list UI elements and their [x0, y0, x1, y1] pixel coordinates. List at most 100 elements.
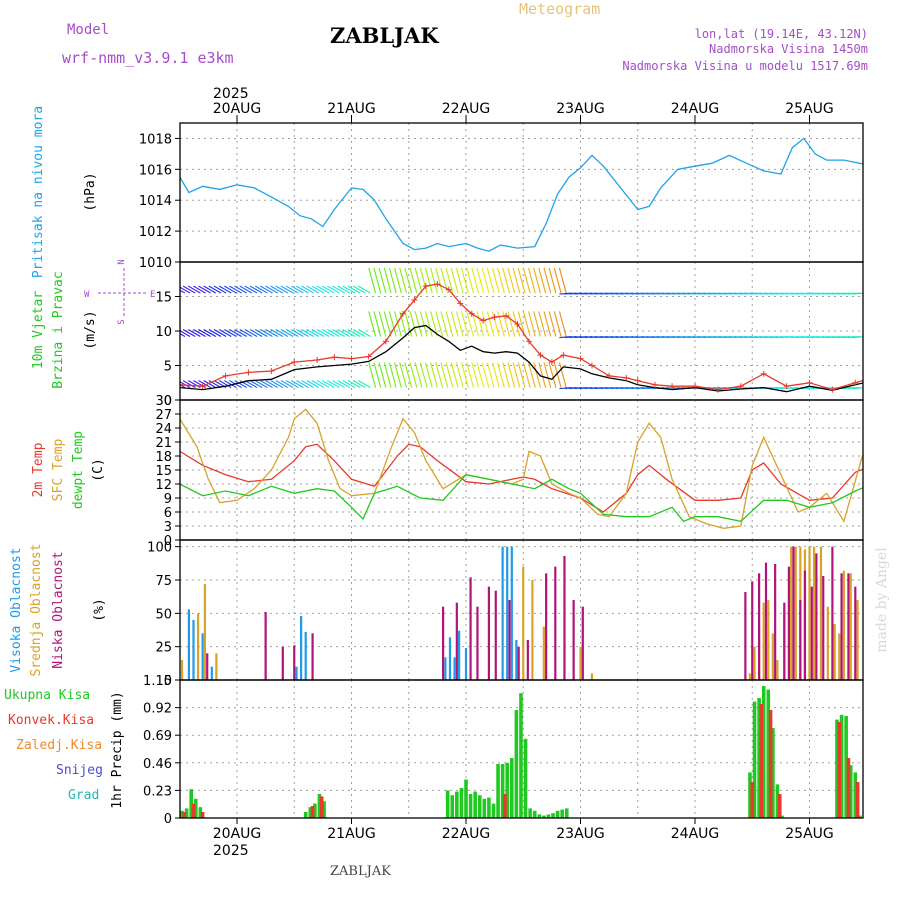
wind-barb [193, 285, 206, 294]
wind-barb [538, 267, 547, 294]
wind-barb [533, 362, 541, 388]
top-day-label: 20AUG [213, 101, 262, 117]
bar-ukupna-kisa [546, 814, 551, 818]
bar-konvek-kisa [768, 710, 773, 818]
bar-niska-oblacnost [554, 566, 557, 680]
bar-ukupna-kisa [766, 689, 771, 818]
wind-barb [187, 285, 201, 294]
wind-barb [430, 311, 438, 337]
wind-barb [180, 384, 186, 389]
wind-barb [285, 329, 299, 337]
bar-niska-oblacnost [787, 566, 790, 680]
bar-ukupna-kisa [775, 784, 780, 818]
bar-visoka-oblacnost [210, 666, 213, 680]
wind-barb [342, 285, 356, 294]
ytick-label: 0.46 [143, 757, 172, 772]
wind-barb [218, 329, 232, 337]
ytick-label: 15 [155, 291, 172, 306]
panel-precip: 0 0.23 0.46 0.69 0.92 1.15 [143, 674, 864, 827]
wind-barb [502, 362, 511, 388]
bar-ukupna-kisa [780, 815, 784, 818]
wind-barb [182, 380, 196, 389]
wind-barb [368, 311, 377, 337]
wind-barb [445, 362, 454, 388]
bar-srednja-oblacnost [196, 613, 200, 680]
ytick-label: 12 [155, 478, 172, 493]
bar-ukupna-kisa [468, 794, 473, 818]
wind-barb [548, 362, 557, 388]
wind-barb [301, 380, 314, 389]
bar-ukupna-kisa [537, 814, 542, 818]
wind-barb [435, 267, 444, 294]
bar-niska-oblacnost [758, 573, 761, 680]
wind-barb [522, 362, 531, 388]
wind-barb [182, 329, 196, 337]
wind-barb [486, 311, 495, 337]
temp-axis-title-3: dewpt Temp [71, 431, 86, 509]
wind-barb [543, 311, 552, 337]
bar-ukupna-kisa [477, 795, 482, 818]
wind-barb [265, 329, 278, 337]
top-day-label: 24AUG [671, 101, 720, 117]
wind-barb [357, 285, 371, 294]
panel-frame [179, 122, 864, 263]
temp-axis-title-1: 2m Temp [31, 442, 46, 497]
wind-barb [553, 267, 562, 294]
pressure-units: (hPa) [83, 172, 98, 211]
bar-srednja-oblacnost [842, 570, 845, 680]
bottom-day-label: 25AUG [785, 826, 834, 842]
bar-konvek-kisa [855, 782, 860, 818]
bar-ukupna-kisa [757, 698, 761, 818]
lonlat-label: lon,lat (19.14E, 43.12N) [695, 27, 868, 41]
bottom-day-label: 23AUG [556, 826, 605, 842]
wind-barb [409, 311, 418, 337]
bar-niska-oblacnost [764, 562, 768, 680]
wind-barb [301, 329, 314, 337]
bar-visoka-oblacnost [295, 666, 298, 680]
credit-watermark: made by Angel [874, 547, 890, 653]
series-dewpt-temp [180, 473, 863, 523]
ytick-label: 0 [164, 534, 172, 549]
bar-niska-oblacnost [442, 606, 445, 680]
wind-barb [332, 380, 345, 389]
bar-niska-oblacnost [803, 570, 807, 680]
wind-barb [254, 329, 268, 337]
wind-barb [342, 380, 356, 389]
bar-ukupna-kisa [505, 762, 510, 818]
ytick-label: 9 [164, 492, 172, 507]
bar-niska-oblacnost [264, 612, 267, 680]
ytick-label: 1.15 [143, 674, 172, 689]
bar-ukupna-kisa [844, 716, 848, 818]
bar-ukupna-kisa [514, 710, 519, 818]
wind-barb [533, 311, 541, 337]
ytick-label: 1018 [139, 132, 172, 147]
wind-barb [332, 329, 345, 337]
wind-barb [337, 329, 351, 337]
wind-barb [414, 362, 423, 388]
legend-convective-rain: Konvek.Kisa [8, 713, 94, 728]
wind-barb [399, 311, 407, 337]
wind-barb [471, 311, 480, 337]
wind-barb [394, 362, 402, 388]
wind-barb [368, 362, 377, 388]
top-day-label: 21AUG [327, 101, 376, 117]
wind-barb [522, 311, 531, 337]
wind-barb [301, 285, 314, 294]
wind-barb [321, 285, 335, 294]
wind-barb [388, 311, 397, 337]
panel-clouds: 0 25 50 75 100 [147, 539, 864, 689]
bar-ukupna-kisa [551, 813, 555, 818]
bar-ukupna-kisa [532, 810, 537, 818]
wind-barb [198, 380, 211, 389]
bottom-day-label: 20AUG [213, 826, 262, 842]
wind-barb [383, 311, 392, 337]
wind-barb [404, 267, 413, 294]
wind-barb [180, 333, 186, 337]
wind-barb [213, 329, 227, 337]
wind-barb [450, 311, 459, 337]
ytick-label: 5 [164, 360, 172, 375]
wind-barb [260, 285, 273, 294]
plot-area-pressure [180, 137, 863, 252]
bar-srednja-oblacnost [838, 633, 841, 680]
